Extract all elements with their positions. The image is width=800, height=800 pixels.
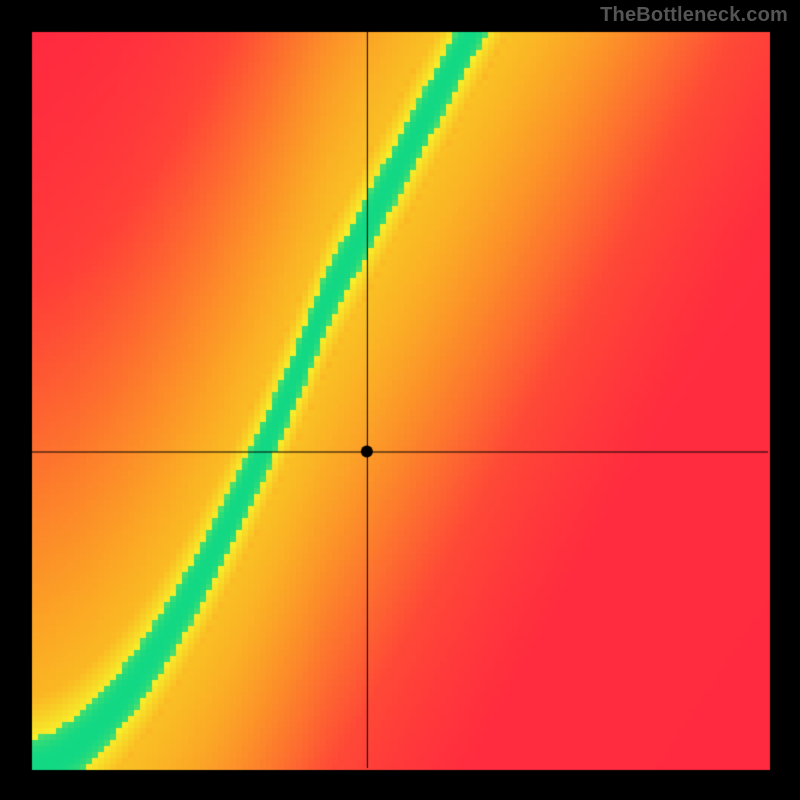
chart-container: TheBottleneck.com — [0, 0, 800, 800]
heatmap-canvas — [0, 0, 800, 800]
watermark-text: TheBottleneck.com — [600, 4, 788, 27]
